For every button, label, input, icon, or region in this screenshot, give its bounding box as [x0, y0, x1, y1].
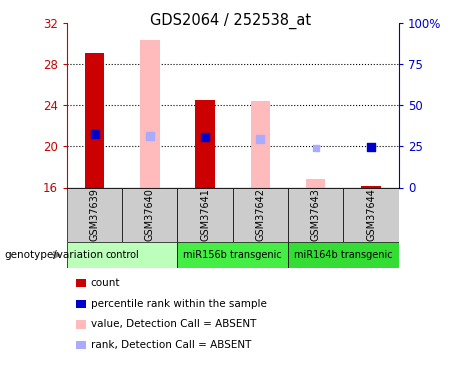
- Point: [312, 145, 319, 151]
- Bar: [233, 188, 288, 242]
- Bar: [177, 188, 233, 242]
- Text: rank, Detection Call = ABSENT: rank, Detection Call = ABSENT: [91, 340, 251, 350]
- Point: [91, 131, 98, 137]
- Bar: [251, 101, 270, 188]
- Bar: [122, 188, 177, 242]
- Point: [201, 134, 209, 140]
- Bar: [343, 188, 399, 242]
- Bar: [195, 100, 215, 188]
- Text: genotype/variation: genotype/variation: [5, 250, 104, 260]
- Text: GSM37644: GSM37644: [366, 188, 376, 241]
- Bar: [67, 188, 122, 242]
- Text: value, Detection Call = ABSENT: value, Detection Call = ABSENT: [91, 320, 256, 329]
- Bar: [288, 188, 343, 242]
- Text: control: control: [105, 250, 139, 260]
- Text: percentile rank within the sample: percentile rank within the sample: [91, 299, 267, 309]
- Text: GSM37641: GSM37641: [200, 188, 210, 241]
- Text: GSM37643: GSM37643: [311, 188, 321, 241]
- Bar: [361, 186, 381, 188]
- Text: GSM37642: GSM37642: [255, 188, 266, 241]
- Point: [146, 133, 154, 139]
- Point: [257, 136, 264, 142]
- Bar: [140, 40, 160, 188]
- Text: GSM37639: GSM37639: [89, 188, 100, 241]
- Text: miR164b transgenic: miR164b transgenic: [294, 250, 393, 260]
- Bar: [177, 242, 288, 268]
- Point: [367, 144, 375, 150]
- Bar: [85, 54, 104, 188]
- Bar: [67, 242, 177, 268]
- Text: count: count: [91, 278, 120, 288]
- Text: miR156b transgenic: miR156b transgenic: [183, 250, 282, 260]
- Bar: [288, 242, 399, 268]
- Bar: [306, 179, 325, 188]
- Text: GDS2064 / 252538_at: GDS2064 / 252538_at: [150, 13, 311, 29]
- Text: GSM37640: GSM37640: [145, 188, 155, 241]
